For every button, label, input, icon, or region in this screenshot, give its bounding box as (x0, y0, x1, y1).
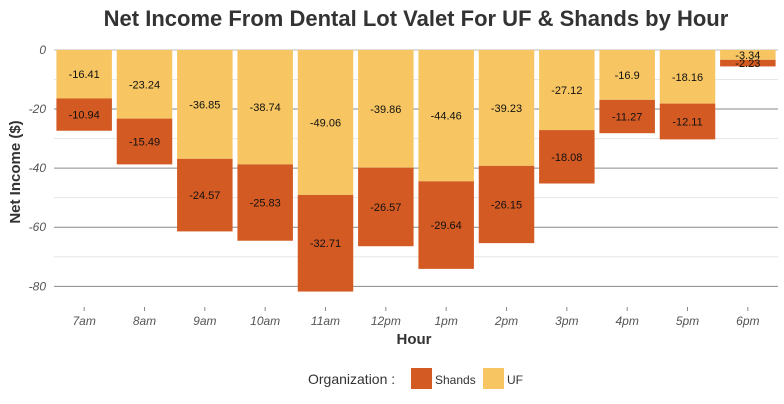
x-tick-label: 4pm (615, 314, 638, 328)
y-tick-label: -20 (29, 102, 47, 116)
bar-shands (478, 165, 535, 244)
bar-label-shands: -15.49 (129, 137, 160, 149)
x-tick-label: 9am (193, 314, 216, 328)
bar-shands (418, 181, 474, 269)
x-tick-label: 1pm (434, 314, 457, 328)
bar-label-shands: -24.57 (189, 190, 220, 202)
bar-label-uf: -39.86 (370, 104, 401, 116)
x-tick-label: 6pm (736, 314, 759, 328)
y-tick-label: -40 (29, 161, 47, 175)
bar-uf (297, 49, 354, 195)
legend-title: Organization : (308, 371, 395, 387)
bar-label-uf: -38.74 (250, 102, 281, 114)
bar-label-shands: -18.08 (551, 152, 582, 164)
x-tick-label: 3pm (555, 314, 578, 328)
bar-labels: -16.41 -10.94 -23.24 -15.49 -36.85 -24.57 -38.… (69, 50, 761, 250)
x-axis: 7am 8am 9am 10am 11am 12pm 1pm 2pm 3pm 4pm 5pm 6pm (72, 307, 760, 328)
bar-label-shands: -25.83 (250, 198, 281, 210)
bar-uf (56, 49, 112, 99)
bar-uf (599, 49, 655, 100)
x-tick-label: 7am (72, 314, 95, 328)
bar-label-uf: -44.46 (431, 111, 462, 123)
bar-label-uf: -36.85 (189, 99, 220, 111)
bar-uf (659, 49, 716, 104)
bar-uf (237, 49, 293, 165)
legend-key-shands (411, 368, 432, 389)
bar-shands (599, 99, 655, 134)
y-tick-label: 0 (39, 43, 46, 57)
bar-shands (539, 130, 595, 184)
bar-label-uf: -16.9 (615, 70, 640, 82)
y-axis: 0 -20 -40 -60 -80 (29, 43, 47, 293)
bar-shands (56, 98, 112, 131)
bar-shands (177, 158, 233, 232)
bar-shands (116, 118, 173, 165)
bar-label-shands: -11.27 (612, 112, 642, 124)
bar-label-shands: -2.23 (735, 58, 760, 70)
x-tick-label: 8am (133, 314, 156, 328)
bar-label-uf: -27.12 (551, 85, 582, 97)
bar-shands (659, 103, 716, 140)
gridlines (54, 49, 778, 287)
bar-uf (116, 49, 173, 119)
bar-label-shands: -29.64 (431, 220, 462, 232)
bar-label-uf: -23.24 (129, 79, 160, 91)
legend-label-uf: UF (507, 373, 523, 387)
x-axis-title: Hour (397, 331, 432, 348)
bar-label-shands: -26.57 (370, 202, 401, 214)
legend: Organization : Shands UF (308, 368, 523, 389)
bar-shands (297, 194, 354, 292)
bar-uf (539, 49, 595, 131)
bar-shands (237, 164, 293, 241)
x-tick-label: 2pm (494, 314, 518, 328)
bar-shands (720, 59, 776, 67)
x-tick-label: 11am (311, 314, 340, 328)
bar-uf (358, 49, 414, 168)
x-tick-label: 12pm (371, 314, 401, 328)
y-axis-title: Net Income ($) (7, 120, 24, 223)
x-tick-label: 10am (250, 314, 280, 328)
y-tick-label: -80 (29, 279, 47, 293)
y-tick-label: -60 (29, 220, 47, 234)
bar-uf (177, 49, 233, 159)
bar-label-shands: -12.11 (672, 116, 702, 128)
bar-label-shands: -32.71 (310, 238, 341, 250)
bar-label-uf: -49.06 (310, 117, 341, 129)
legend-label-shands: Shands (435, 373, 476, 387)
chart-title: Net Income From Dental Lot Valet For UF … (104, 6, 729, 31)
bar-uf (418, 49, 474, 182)
bar-shands (358, 167, 414, 247)
bars (56, 49, 776, 292)
bar-uf (478, 49, 535, 166)
legend-key-uf (483, 368, 504, 389)
bar-label-shands: -26.15 (491, 199, 522, 211)
bar-label-uf: -16.41 (69, 69, 100, 81)
bar-label-shands: -10.94 (69, 110, 100, 122)
bar-label-uf: -39.23 (491, 103, 522, 115)
x-tick-label: 5pm (676, 314, 699, 328)
bar-uf (720, 49, 776, 60)
bar-label-uf: -18.16 (672, 72, 703, 84)
bar-label-uf: -3.34 (735, 50, 760, 62)
